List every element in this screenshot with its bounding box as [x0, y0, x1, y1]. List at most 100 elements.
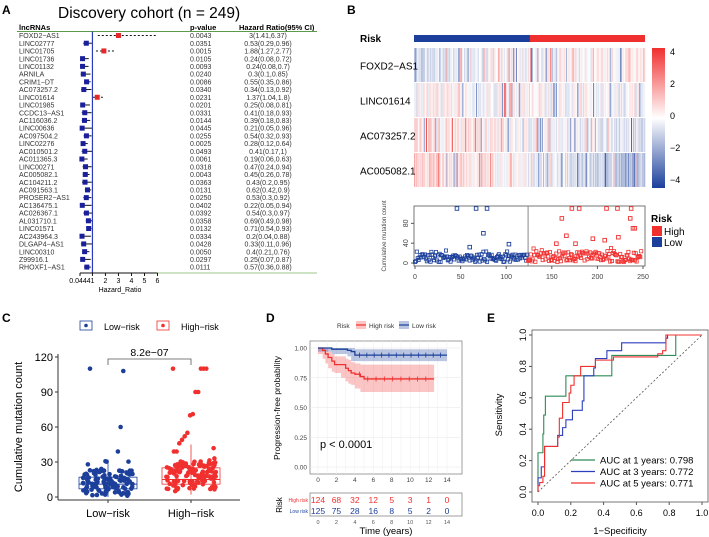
heatmap-cell: [497, 48, 499, 82]
heatmap-cell: [517, 118, 520, 152]
heatmap-cell: [512, 118, 514, 152]
roc-y-tick-label: 0.0: [518, 486, 528, 499]
forest-row-name: PROSER2−AS1: [19, 195, 70, 202]
box-jitter-point: [81, 475, 86, 480]
heatmap-cell: [604, 118, 606, 152]
roc-y-label: Sensitivity: [494, 393, 505, 436]
km-x-tick-label: 0: [316, 477, 320, 484]
box-jitter-point: [99, 491, 105, 496]
heatmap-cell: [457, 83, 459, 117]
heatmap-cell: [561, 48, 563, 82]
heatmap-cell: [625, 118, 627, 152]
heatmap-cell: [642, 83, 644, 117]
heatmap-cell: [600, 153, 602, 187]
heatmap-cell: [588, 83, 590, 117]
heatmap-cell: [489, 83, 491, 117]
box-jitter-point: [187, 485, 192, 491]
box-outlier-point: [118, 424, 123, 430]
heatmap-cell: [505, 153, 508, 187]
heatmap-cell: [426, 48, 429, 82]
heatmap-cell: [521, 118, 523, 152]
risk-table-count: 124: [311, 495, 325, 505]
box-jitter-point: [202, 464, 207, 470]
heatmap-cell: [569, 153, 572, 187]
heatmap-cell: [463, 48, 465, 82]
forest-point: [84, 79, 90, 85]
heatmap-cell: [487, 48, 489, 82]
heatmap-cell: [596, 118, 598, 152]
scatter-point: [600, 257, 605, 262]
heatmap-cell: [453, 48, 456, 82]
heatmap-cell: [508, 153, 510, 187]
heatmap-cell: [551, 153, 553, 187]
scatter-x-tick-label: 0: [413, 274, 417, 281]
box-jitter-point: [110, 480, 116, 486]
heatmap-cell: [560, 48, 562, 82]
heatmap-cell: [445, 83, 447, 117]
heatmap-cell: [605, 153, 607, 187]
forest-point: [80, 102, 86, 108]
heatmap-cell: [631, 153, 633, 187]
heatmap-cell: [458, 83, 460, 117]
heatmap-cell: [512, 83, 514, 117]
heatmap-cell: [435, 153, 437, 187]
roc-curve: [537, 334, 702, 492]
forest-row-hr: 0.47(0.24,0.94): [244, 164, 291, 171]
heatmap-cell: [417, 153, 419, 187]
heatmap-cell: [605, 118, 607, 152]
heatmap-cell: [516, 153, 518, 187]
heatmap-cell: [425, 153, 427, 187]
heatmap-cell: [556, 48, 559, 82]
heatmap-cell: [637, 83, 639, 117]
heatmap-cell: [506, 83, 508, 117]
heatmap-cell: [504, 153, 507, 187]
forest-row-name: DLGAP4−AS1: [19, 242, 64, 249]
heatmap-cell: [507, 48, 509, 82]
box-outlier-point: [171, 449, 177, 454]
heatmap-cell: [611, 153, 613, 187]
heatmap-cell: [528, 48, 530, 82]
scatter-point: [444, 248, 449, 253]
heatmap-cell: [609, 48, 611, 82]
heatmap-cell: [616, 48, 618, 82]
heatmap-cell: [500, 118, 502, 152]
heatmap-cell: [564, 48, 566, 82]
scatter-point: [540, 258, 545, 263]
heatmap-cell: [452, 118, 454, 152]
heatmap-cell: [601, 83, 603, 117]
heatmap-cell: [430, 118, 432, 152]
heatmap-cell: [566, 83, 568, 117]
heatmap-cell: [582, 118, 585, 152]
km-confidence-band: [318, 348, 435, 393]
heatmap-cell: [453, 118, 456, 152]
box-jitter-point: [211, 475, 217, 480]
heatmap-cell: [562, 48, 564, 82]
heatmap-cell: [420, 48, 422, 82]
heatmap-cell: [553, 83, 555, 117]
heatmap-cell: [485, 153, 487, 187]
heatmap-cell: [553, 153, 555, 187]
heatmap-cell: [552, 118, 554, 152]
heatmap-cell: [502, 118, 504, 152]
heatmap-cell: [506, 153, 508, 187]
heatmap-cell: [540, 153, 542, 187]
heatmap-cell: [442, 153, 444, 187]
scatter-point: [583, 251, 588, 256]
forest-row-name: LINC00636: [19, 126, 55, 133]
scatter-point: [627, 216, 633, 221]
heatmap-cell: [536, 153, 538, 187]
heatmap-cell: [632, 153, 635, 187]
heatmap-cell: [501, 48, 503, 82]
heatmap-cell: [630, 118, 632, 152]
scatter-x-tick-label: 200: [592, 274, 604, 281]
heatmap-cell: [598, 48, 600, 82]
heatmap-cell: [428, 118, 431, 152]
km-y-tick-label: 0.75: [294, 375, 307, 382]
heatmap-cell: [542, 48, 544, 82]
heatmap-cell: [606, 153, 608, 187]
scatter-point: [467, 258, 472, 263]
heatmap-cell: [543, 153, 546, 187]
heatmap-cell: [593, 48, 595, 82]
heatmap-cell: [640, 153, 642, 187]
risk-annotation-low: [414, 35, 530, 42]
